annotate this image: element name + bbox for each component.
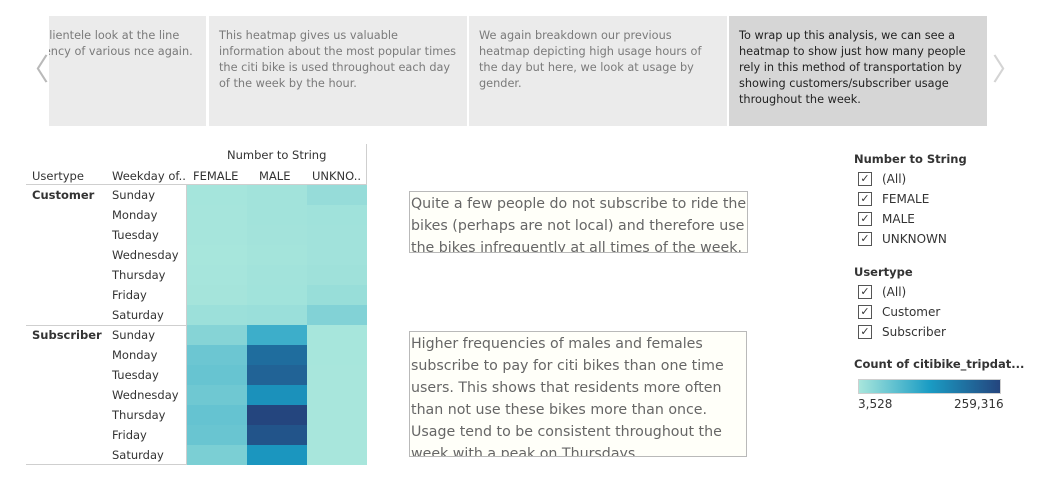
heatmap-cell[interactable] [247,385,307,405]
heatmap-cell[interactable] [247,405,307,425]
story-point-1[interactable]: derstand the clientele look at the line … [49,16,206,126]
heatmap-cell[interactable] [187,445,247,465]
weekday-label: Sunday [112,188,156,202]
weekday-label: Wednesday [112,248,179,262]
heatmap-cell[interactable] [247,305,307,325]
heatmap-cell[interactable] [187,185,247,205]
heatmap-cell[interactable] [247,425,307,445]
checkbox-checked-icon[interactable]: ✓ [858,192,872,206]
heatmap-cell[interactable] [307,325,367,345]
column-header-male: MALE [259,169,291,183]
story-navigator: derstand the clientele look at the line … [49,16,987,126]
filter-item-label: UNKNOWN [882,232,947,246]
heatmap-cell[interactable] [247,185,307,205]
weekday-label: Monday [112,348,158,362]
weekday-label: Saturday [112,308,164,322]
weekday-label: Thursday [112,268,166,282]
story-point-3[interactable]: We again breakdown our previous heatmap … [469,16,727,126]
checkbox-checked-icon[interactable]: ✓ [858,305,872,319]
checkbox-checked-icon[interactable]: ✓ [858,172,872,186]
weekday-label: Wednesday [112,388,179,402]
row-header-usertype: Usertype [32,169,84,183]
heatmap-cell[interactable] [307,425,367,445]
heatmap-cell[interactable] [307,345,367,365]
weekday-label: Tuesday [112,368,159,382]
heatmap-cell[interactable] [187,225,247,245]
filter-item-label: FEMALE [882,192,930,206]
filter-item-label: (All) [882,172,907,186]
heatmap-cell[interactable] [187,325,247,345]
heatmap-cell[interactable] [307,265,367,285]
heatmap-cell[interactable] [307,205,367,225]
heatmap-cell[interactable] [307,245,367,265]
heatmap-cell[interactable] [187,345,247,365]
heatmap-cell[interactable] [247,365,307,385]
chevron-left-icon[interactable]: 〈 [19,53,49,88]
heatmap-cell[interactable] [187,385,247,405]
annotation-subscribers: Higher frequencies of males and females … [409,331,747,457]
heatmap-cell[interactable] [307,305,367,325]
story-point-4-active[interactable]: To wrap up this analysis, we can see a h… [729,16,987,126]
checkbox-checked-icon[interactable]: ✓ [858,285,872,299]
heatmap-cell[interactable] [307,405,367,425]
heatmap-cell[interactable] [187,405,247,425]
weekday-label: Saturday [112,448,164,462]
color-legend-max: 259,316 [954,397,1004,411]
filter-item-label: Customer [882,305,941,319]
annotation-customers: Quite a few people do not subscribe to r… [409,191,748,253]
color-legend-min: 3,528 [858,397,893,411]
heatmap-cell[interactable] [307,285,367,305]
weekday-label: Sunday [112,328,156,342]
heatmap-cell[interactable] [187,205,247,225]
column-header-female: FEMALE [193,169,239,183]
heatmap-cell[interactable] [307,365,367,385]
weekday-label: Friday [112,428,147,442]
weekday-label: Friday [112,288,147,302]
heatmap-cell[interactable] [247,325,307,345]
chevron-right-icon[interactable]: 〉 [992,53,1022,88]
filter-title-number-to-string: Number to String [854,152,967,166]
weekday-label: Tuesday [112,228,159,242]
group-label-customer: Customer [32,188,95,202]
heatmap-cell[interactable] [247,345,307,365]
story-point-2[interactable]: This heatmap gives us valuable informati… [209,16,467,126]
heatmap-cell[interactable] [307,185,367,205]
column-group-header: Number to String [227,148,327,162]
heatmap-cell[interactable] [187,265,247,285]
checkbox-checked-icon[interactable]: ✓ [858,325,872,339]
heatmap-cell[interactable] [247,205,307,225]
heatmap-cell[interactable] [307,385,367,405]
heatmap-cell[interactable] [187,365,247,385]
heatmap-cell[interactable] [247,225,307,245]
heatmap-cell[interactable] [187,245,247,265]
heatmap-cell[interactable] [247,445,307,465]
filter-title-usertype: Usertype [854,265,913,279]
filter-item-label: (All) [882,285,907,299]
heatmap-cell[interactable] [187,425,247,445]
heatmap-cell[interactable] [307,445,367,465]
heatmap-cell[interactable] [247,245,307,265]
heatmap-cell[interactable] [307,225,367,245]
filter-item-label: Subscriber [882,325,946,339]
group-label-subscriber: Subscriber [32,328,102,342]
weekday-label: Monday [112,208,158,222]
weekday-label: Thursday [112,408,166,422]
column-header-unknown: UNKNO.. [312,169,362,183]
checkbox-checked-icon[interactable]: ✓ [858,212,872,226]
heatmap-cell[interactable] [247,265,307,285]
heatmap-cell[interactable] [187,285,247,305]
color-legend-title: Count of citibike_tripdat... [854,357,1025,371]
row-header-weekday: Weekday of.. [112,169,186,183]
filter-item-label: MALE [882,212,915,226]
heatmap-cell[interactable] [247,285,307,305]
checkbox-checked-icon[interactable]: ✓ [858,232,872,246]
color-legend-gradient [858,379,1001,394]
heatmap-cell[interactable] [187,305,247,325]
